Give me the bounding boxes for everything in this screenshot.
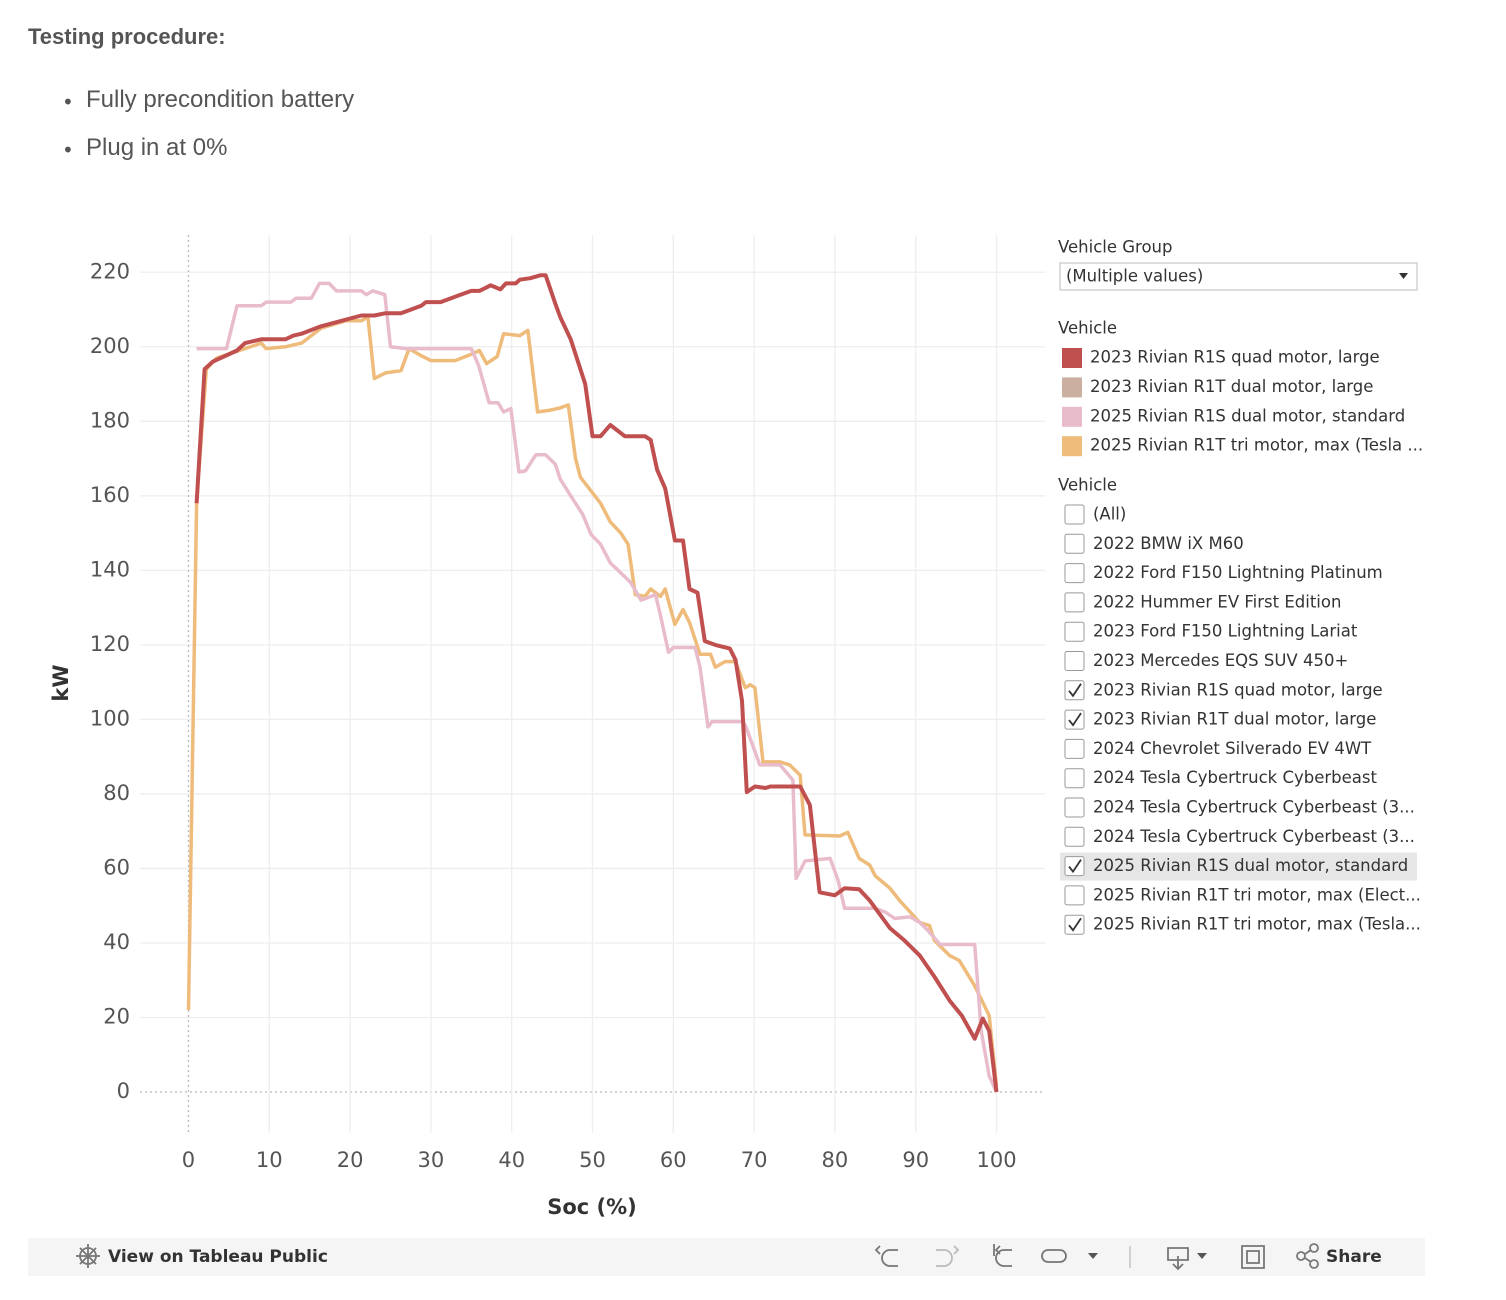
checkmark xyxy=(1068,683,1082,698)
x-tick-label: 70 xyxy=(741,1148,768,1172)
series-line xyxy=(194,273,999,1093)
bullet: • xyxy=(62,138,74,162)
view-link[interactable]: View on Tableau Public xyxy=(108,1247,328,1267)
checkbox[interactable] xyxy=(1064,738,1085,759)
y-tick-label: 140 xyxy=(90,557,130,581)
dropdown[interactable] xyxy=(1059,262,1418,291)
fullscreen-icon[interactable] xyxy=(1241,1245,1265,1269)
grid xyxy=(140,235,1045,1133)
filter-label[interactable]: 2022 Ford F150 Lightning Platinum xyxy=(1093,563,1383,582)
x-tick-label: 20 xyxy=(337,1148,364,1172)
filter-label[interactable]: 2025 Rivian R1T tri motor, max (Tesla... xyxy=(1093,915,1421,934)
bullet-text: Fully precondition battery xyxy=(86,86,355,113)
checkbox[interactable] xyxy=(1064,914,1085,935)
undo-icon[interactable] xyxy=(874,1245,898,1267)
filter-label[interactable]: 2024 Chevrolet Silverado EV 4WT xyxy=(1093,739,1372,758)
filter-label[interactable]: 2024 Tesla Cybertruck Cyberbeast (3... xyxy=(1093,798,1415,817)
redo-icon[interactable] xyxy=(936,1245,960,1267)
x-axis-title: Soc (%) xyxy=(547,1195,637,1219)
download-icon[interactable] xyxy=(1167,1247,1189,1271)
y-tick-label: 80 xyxy=(103,781,130,805)
y-tick-label: 40 xyxy=(103,930,130,954)
checkbox[interactable] xyxy=(1064,768,1085,789)
toolbar xyxy=(28,1238,1425,1276)
dropdown-value: (Multiple values) xyxy=(1066,267,1203,286)
legend-title: Vehicle xyxy=(1058,319,1117,338)
x-tick-label: 50 xyxy=(579,1148,606,1172)
bullet: • xyxy=(62,90,74,114)
y-tick-label: 160 xyxy=(90,483,130,507)
x-tick-label: 0 xyxy=(182,1148,195,1172)
y-tick-label: 20 xyxy=(103,1004,130,1028)
filter-label[interactable]: 2023 Mercedes EQS SUV 450+ xyxy=(1093,651,1348,670)
y-axis-title: kW xyxy=(49,664,73,701)
x-tick-label: 30 xyxy=(418,1148,445,1172)
legend-swatch xyxy=(1062,348,1082,368)
checkbox[interactable] xyxy=(1064,885,1085,906)
checkbox[interactable] xyxy=(1064,621,1085,642)
header-title: Testing procedure: xyxy=(28,24,226,49)
checkbox[interactable] xyxy=(1064,533,1085,554)
filter-label[interactable]: 2023 Rivian R1S quad motor, large xyxy=(1093,680,1383,699)
checkbox[interactable] xyxy=(1064,826,1085,847)
checkmark xyxy=(1068,917,1082,932)
checkbox[interactable] xyxy=(1064,797,1085,818)
filter-title: Vehicle xyxy=(1058,476,1117,495)
checkmark xyxy=(1068,859,1082,874)
toolbar-icons xyxy=(76,1243,1319,1271)
legend-label: 2025 Rivian R1T tri motor, max (Tesla ..… xyxy=(1090,436,1423,455)
checkbox[interactable] xyxy=(1064,856,1085,877)
y-tick-label: 60 xyxy=(103,855,130,879)
filter-label[interactable]: 2024 Tesla Cybertruck Cyberbeast (3... xyxy=(1093,827,1415,846)
x-tick-label: 80 xyxy=(822,1148,849,1172)
filter-label[interactable]: 2023 Rivian R1T dual motor, large xyxy=(1093,710,1376,729)
checkbox[interactable] xyxy=(1064,592,1085,613)
x-tick-label: 10 xyxy=(256,1148,283,1172)
legend-label: 2023 Rivian R1T dual motor, large xyxy=(1090,377,1373,396)
legend-label: 2025 Rivian R1S dual motor, standard xyxy=(1090,406,1405,425)
dropdown-arrow xyxy=(1399,273,1408,279)
checkbox[interactable] xyxy=(1064,563,1085,584)
legend-label: 2023 Rivian R1S quad motor, large xyxy=(1090,348,1380,367)
x-tick-label: 100 xyxy=(976,1148,1016,1172)
y-tick-label: 180 xyxy=(90,408,130,432)
filter-label[interactable]: 2022 BMW iX M60 xyxy=(1093,534,1244,553)
bullet-text: Plug in at 0% xyxy=(86,134,228,161)
checkbox[interactable] xyxy=(1064,709,1085,730)
x-tick-label: 40 xyxy=(498,1148,525,1172)
filter-label[interactable]: 2023 Ford F150 Lightning Lariat xyxy=(1093,622,1358,641)
share-button[interactable]: Share xyxy=(1326,1247,1382,1267)
filter-label[interactable]: (All) xyxy=(1093,505,1126,524)
checkmark xyxy=(1068,712,1082,727)
refresh-icon[interactable] xyxy=(1041,1249,1067,1263)
filter-label[interactable]: 2025 Rivian R1S dual motor, standard xyxy=(1093,856,1408,875)
y-tick-label: 200 xyxy=(90,334,130,358)
checkbox[interactable] xyxy=(1064,651,1085,671)
x-tick-label: 60 xyxy=(660,1148,687,1172)
x-tick-label: 90 xyxy=(902,1148,929,1172)
checkbox[interactable] xyxy=(1064,680,1085,701)
filter-label[interactable]: 2025 Rivian R1T tri motor, max (Elect... xyxy=(1093,885,1421,904)
y-tick-label: 0 xyxy=(117,1079,130,1103)
y-tick-label: 100 xyxy=(90,706,130,730)
filter-label[interactable]: 2024 Tesla Cybertruck Cyberbeast xyxy=(1093,768,1378,787)
y-tick-label: 120 xyxy=(90,632,130,656)
y-tick-label: 220 xyxy=(90,259,130,283)
checkbox[interactable] xyxy=(1064,504,1085,525)
filter-label[interactable]: 2022 Hummer EV First Edition xyxy=(1093,592,1341,611)
legend-swatch xyxy=(1062,406,1082,427)
legend-swatch xyxy=(1062,436,1082,457)
legend-swatch xyxy=(1062,377,1082,398)
filter-title: Vehicle Group xyxy=(1058,238,1173,257)
series-line xyxy=(196,281,999,1093)
row-highlight xyxy=(1060,852,1417,881)
revert-icon[interactable] xyxy=(993,1244,1012,1267)
